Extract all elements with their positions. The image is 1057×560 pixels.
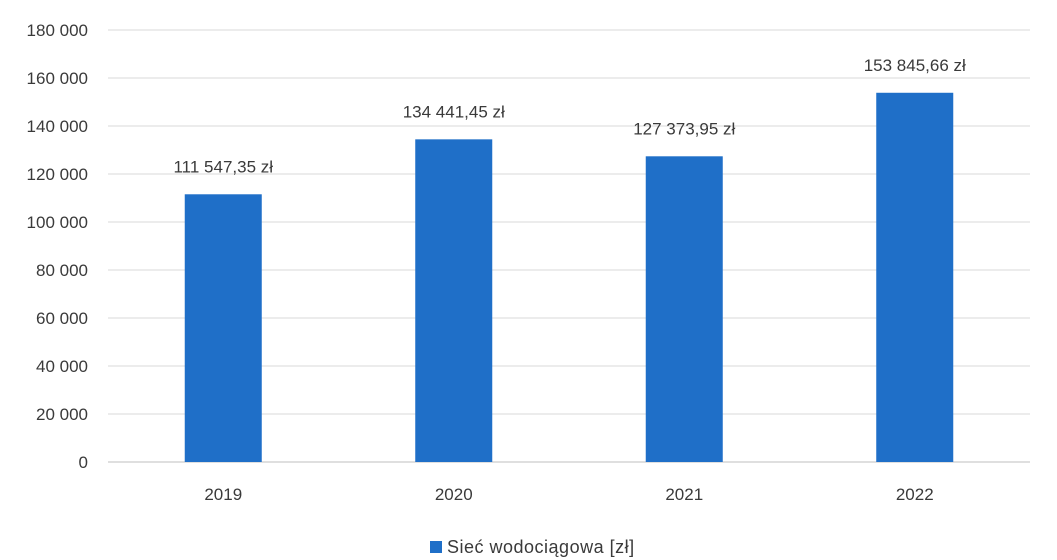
data-label-2020: 134 441,45 zł [403,102,505,121]
y-tick-label: 160 000 [27,69,88,88]
bar-2021 [645,156,723,462]
data-label-2021: 127 373,95 zł [633,119,735,138]
x-tick-label-2019: 2019 [204,485,242,504]
bars [184,92,954,462]
y-axis-tick-labels: 0 20 000 40 000 60 000 80 000 100 000 120 000 1… [27,21,88,472]
y-tick-label: 180 000 [27,21,88,40]
bar-2020 [415,139,493,462]
y-tick-label: 0 [79,453,88,472]
y-tick-label: 60 000 [36,309,88,328]
x-tick-label-2022: 2022 [896,485,934,504]
y-tick-label: 40 000 [36,357,88,376]
bar-2019 [184,194,262,462]
legend-swatch [430,541,442,553]
data-label-2022: 153 845,66 zł [864,56,966,75]
x-tick-label-2020: 2020 [435,485,473,504]
y-tick-label: 20 000 [36,405,88,424]
y-tick-label: 100 000 [27,213,88,232]
y-tick-label: 140 000 [27,117,88,136]
bar-2022 [876,92,954,462]
bar-data-labels: 111 547,35 zł 134 441,45 zł 127 373,95 zł 1… [173,56,966,177]
legend: Sieć wodociągowa [zł] [430,537,635,557]
x-axis-tick-labels: 2019 2020 2021 2022 [204,485,933,504]
y-tick-label: 80 000 [36,261,88,280]
x-tick-label-2021: 2021 [665,485,703,504]
y-tick-label: 120 000 [27,165,88,184]
data-label-2019: 111 547,35 zł [173,157,273,176]
legend-label: Sieć wodociągowa [zł] [447,537,635,557]
